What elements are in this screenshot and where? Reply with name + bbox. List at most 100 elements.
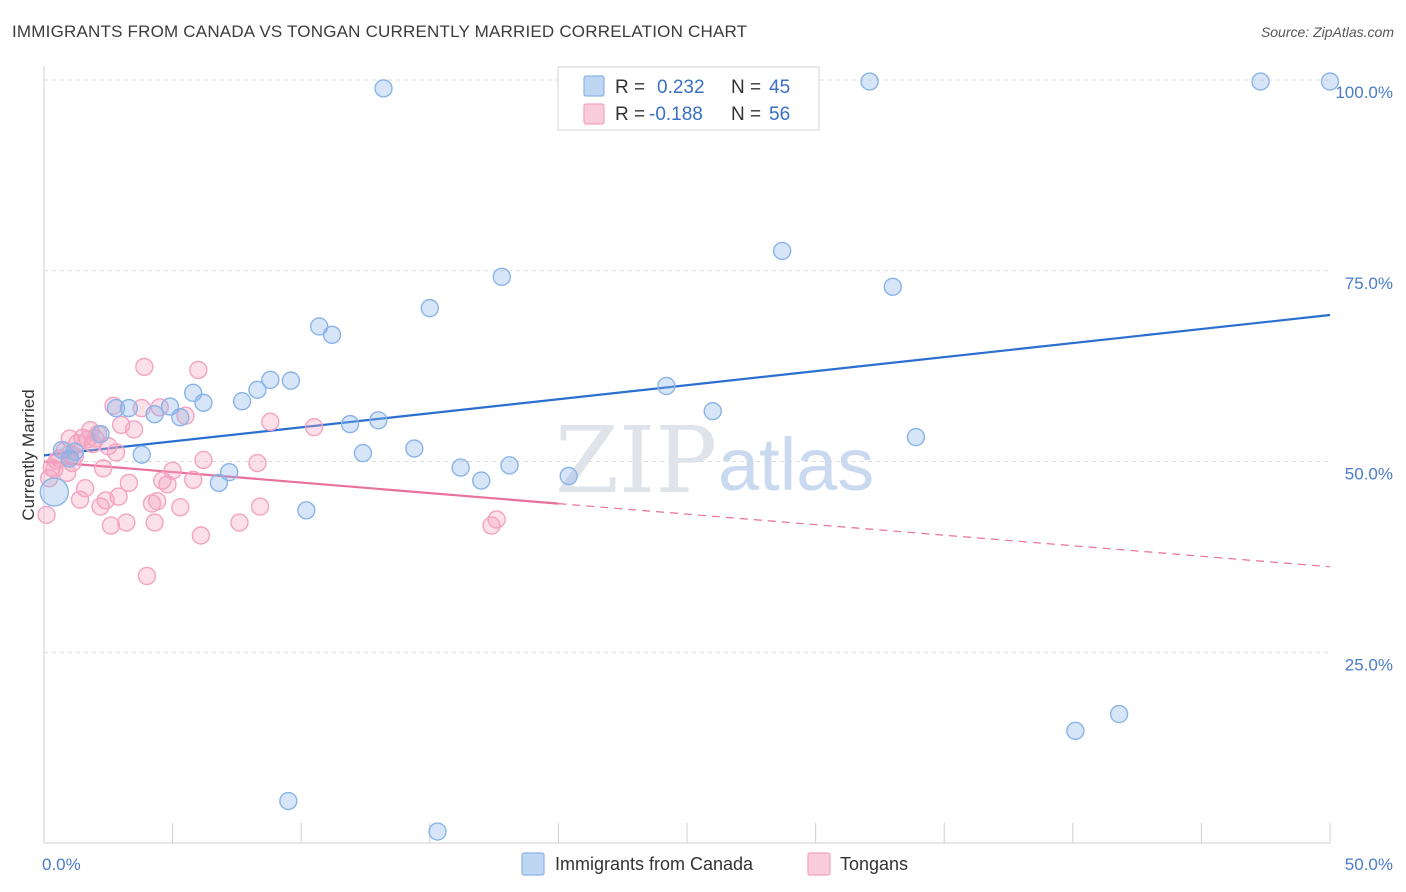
- y-tick-label-2: 75.0%: [1345, 274, 1393, 293]
- source-credit: Source: ZipAtlas.com: [1260, 24, 1394, 40]
- canada-point-16: [248, 380, 267, 399]
- tongans-point-38: [163, 461, 182, 480]
- grid-lines: [44, 79, 1330, 653]
- tongans-point-19: [93, 459, 113, 478]
- canada-point-7: [132, 445, 151, 464]
- canada-point-33: [657, 376, 676, 396]
- bottom-legend: Immigrants from Canada Tongans: [521, 852, 908, 876]
- tongans-point-24: [106, 443, 126, 462]
- legend-r-value-canada: 0.232: [657, 77, 705, 98]
- canada-point-17: [261, 370, 280, 390]
- tongans-point-23: [104, 396, 123, 416]
- legend: R = 0.232 N = 45 R = -0.188 N = 56: [557, 66, 820, 131]
- chart-title: IMMIGRANTS FROM CANADA VS TONGAN CURRENT…: [12, 22, 748, 41]
- x-tick-label-min: 0.0%: [42, 855, 81, 874]
- canada-point-29: [472, 471, 491, 490]
- legend-n-value-tongans: 56: [769, 104, 790, 125]
- canada-point-8: [145, 404, 164, 424]
- y-tick-label-1: 50.0%: [1345, 465, 1393, 484]
- legend-r-label-canada: R =: [615, 77, 645, 98]
- tongans-point-31: [137, 566, 157, 586]
- tongans-point-39: [171, 498, 190, 517]
- legend-swatch-canada: [583, 75, 605, 97]
- y-tick-label-3: 100.0%: [1335, 83, 1393, 102]
- canada-point-42: [1320, 72, 1340, 91]
- y-tick-labels: 25.0% 50.0% 75.0% 100.0%: [1335, 83, 1393, 674]
- tongans-point-26: [117, 513, 136, 532]
- canada-point-37: [883, 277, 902, 296]
- canada-point-28: [451, 458, 470, 477]
- bottom-legend-swatch-canada: [521, 852, 545, 876]
- canada-point-25: [374, 79, 393, 98]
- tongans-point-54: [109, 487, 128, 506]
- canada-point-12: [194, 393, 213, 412]
- canada-point-3: [65, 442, 85, 461]
- legend-r-label-tongans: R =: [615, 104, 645, 125]
- legend-r-value-tongans: -0.188: [649, 104, 703, 125]
- canada-point-34: [703, 401, 722, 421]
- bottom-legend-label-canada: Immigrants from Canada: [555, 854, 754, 874]
- canada-point-23: [353, 443, 373, 463]
- canada-point-5: [106, 398, 126, 418]
- canada-point-18: [281, 371, 301, 390]
- tongans-point-45: [230, 513, 249, 532]
- tongans-point-42: [189, 360, 208, 380]
- tongans-point-49: [304, 417, 324, 437]
- canada-point-32: [559, 466, 578, 486]
- x-tick-labels: 0.0% 50.0%: [42, 855, 1393, 874]
- canada-point-24: [369, 411, 388, 430]
- tongans-point-51: [487, 510, 506, 529]
- bottom-legend-swatch-tongans: [807, 852, 831, 876]
- tongans-point-47: [250, 497, 270, 516]
- canada-point-35: [772, 241, 792, 261]
- tongans-point-30: [135, 357, 154, 377]
- canada-point-4: [91, 424, 110, 444]
- canada-point-27: [420, 298, 439, 318]
- canada-point-10: [171, 408, 190, 427]
- legend-n-label-canada: N =: [731, 77, 761, 98]
- tongans-point-44: [194, 450, 213, 470]
- canada-point-20: [310, 317, 329, 336]
- data-points: [37, 72, 1340, 841]
- legend-swatch-tongans: [583, 103, 605, 125]
- canada-point-39: [1066, 721, 1085, 741]
- canada-point-26: [405, 439, 424, 458]
- watermark: ZIP atlas: [555, 407, 874, 514]
- tongans-point-10: [70, 490, 90, 509]
- watermark-zip: ZIP: [555, 407, 717, 514]
- canada-point-21: [322, 325, 342, 345]
- tongans-point-46: [248, 453, 267, 473]
- canada-point-41: [1251, 72, 1270, 91]
- y-tick-label-0: 25.0%: [1345, 655, 1393, 674]
- y-axis-label: Currently Married: [19, 389, 38, 520]
- legend-n-label-tongans: N =: [731, 104, 761, 125]
- tongans-point-28: [124, 420, 144, 439]
- tongans-point-43: [191, 526, 211, 545]
- canada-point-22: [340, 414, 360, 434]
- canada-point-30: [492, 267, 512, 287]
- tongans-point-27: [119, 473, 139, 493]
- watermark-atlas: atlas: [718, 423, 874, 506]
- tongans-point-0: [37, 505, 56, 525]
- tongans-trend-line: [43, 460, 559, 505]
- legend-n-value-canada: 45: [769, 77, 790, 98]
- canada-point-19: [297, 501, 316, 520]
- canada-point-43: [279, 791, 298, 811]
- tongans-trend-line-extrapolated: [558, 503, 1331, 568]
- tongans-point-41: [183, 470, 203, 490]
- tongans-point-34: [147, 491, 167, 511]
- canada-trend-line: [43, 313, 1331, 457]
- tongans-point-48: [261, 412, 280, 432]
- canada-point-14: [219, 462, 239, 482]
- tongans-point-33: [145, 513, 164, 532]
- x-tick-label-max: 50.0%: [1345, 855, 1393, 874]
- canada-point-15: [232, 392, 252, 411]
- canada-point-40: [1109, 704, 1129, 724]
- canada-point-44: [428, 822, 447, 841]
- canada-point-36: [860, 72, 879, 91]
- canada-point-31: [500, 456, 519, 475]
- tongans-point-37: [158, 475, 177, 494]
- canada-point-6: [119, 398, 139, 418]
- canada-point-0: [39, 477, 69, 507]
